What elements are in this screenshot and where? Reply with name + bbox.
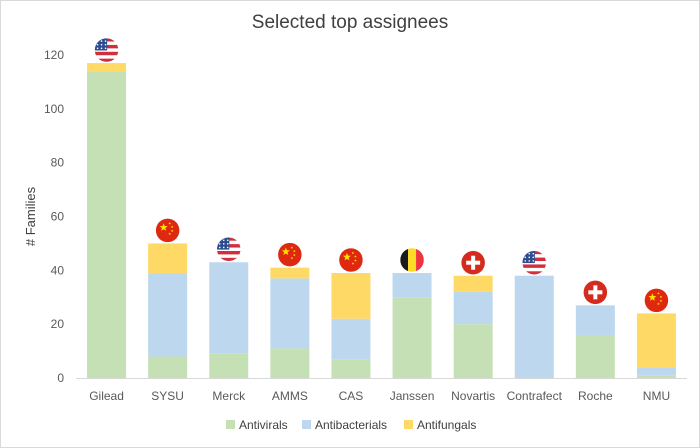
- switzerland-flag-icon: [460, 250, 486, 275]
- bar-antivirals-merck: [209, 353, 249, 378]
- bar-antibacterials-merck: [209, 262, 249, 354]
- us-flag-icon: [522, 250, 547, 275]
- bar-antibacterials-nmu: [636, 367, 676, 376]
- x-tick-label: Gilead: [89, 389, 124, 403]
- bar-antifungals-nmu: [636, 313, 676, 368]
- legend-label-antivirals: Antivirals: [239, 418, 288, 432]
- bar-antibacterials-amms: [270, 278, 310, 349]
- bar-antifungals-gilead: [87, 63, 127, 72]
- x-tick-label: Janssen: [390, 389, 435, 403]
- bar-antivirals-sysu: [148, 356, 188, 378]
- y-tick-label: 80: [51, 156, 65, 170]
- y-tick-label: 0: [57, 371, 64, 385]
- x-tick-label: Novartis: [451, 389, 495, 403]
- bar-antivirals-gilead: [87, 71, 127, 379]
- china-flag-icon: [338, 247, 364, 273]
- y-tick-label: 60: [51, 210, 65, 224]
- bar-antifungals-sysu: [148, 243, 188, 274]
- y-tick-label: 20: [51, 317, 65, 331]
- bar-antibacterials-roche: [575, 305, 615, 335]
- y-axis-title: # Families: [23, 186, 38, 246]
- chart-title: Selected top assignees: [251, 12, 449, 33]
- bar-antivirals-roche: [575, 334, 615, 378]
- x-tick-label: Roche: [578, 389, 613, 403]
- legend-swatch-antibacterials: [302, 420, 311, 429]
- china-flag-icon: [644, 288, 669, 313]
- y-tick-label: 40: [51, 263, 65, 277]
- x-tick-label: AMMS: [272, 389, 308, 403]
- bar-antibacterials-janssen: [392, 273, 432, 298]
- x-tick-label: NMU: [643, 389, 670, 403]
- us-flag-icon: [94, 37, 119, 63]
- china-flag-icon: [155, 218, 180, 243]
- bar-antibacterials-cas: [331, 318, 371, 360]
- us-flag-icon: [216, 237, 241, 262]
- bar-antivirals-nmu: [636, 375, 676, 378]
- bar-antivirals-janssen: [392, 297, 432, 378]
- y-tick-label: 120: [44, 48, 64, 62]
- belgium-flag-icon: [399, 247, 425, 273]
- x-tick-label: SYSU: [151, 389, 184, 403]
- bar-antibacterials-sysu: [148, 273, 188, 357]
- bar-antibacterials-contrafect: [514, 275, 554, 378]
- china-flag-icon: [277, 242, 303, 267]
- bar-antivirals-amms: [270, 348, 310, 378]
- switzerland-flag-icon: [583, 280, 608, 305]
- bar-antifungals-novartis: [453, 275, 493, 292]
- x-tick-label: Merck: [212, 389, 246, 403]
- legend-swatch-antivirals: [226, 420, 235, 429]
- legend-label-antibacterials: Antibacterials: [315, 418, 387, 432]
- bar-antibacterials-novartis: [453, 291, 493, 325]
- bar-antivirals-cas: [331, 359, 371, 378]
- y-tick-label: 100: [44, 102, 64, 116]
- x-tick-label: Contrafect: [507, 389, 563, 403]
- bar-antifungals-cas: [331, 273, 371, 319]
- bar-antivirals-novartis: [453, 324, 493, 378]
- legend-swatch-antifungals: [404, 420, 413, 429]
- legend-label-antifungals: Antifungals: [417, 418, 476, 432]
- x-tick-label: CAS: [339, 389, 364, 403]
- bar-antifungals-amms: [270, 267, 310, 279]
